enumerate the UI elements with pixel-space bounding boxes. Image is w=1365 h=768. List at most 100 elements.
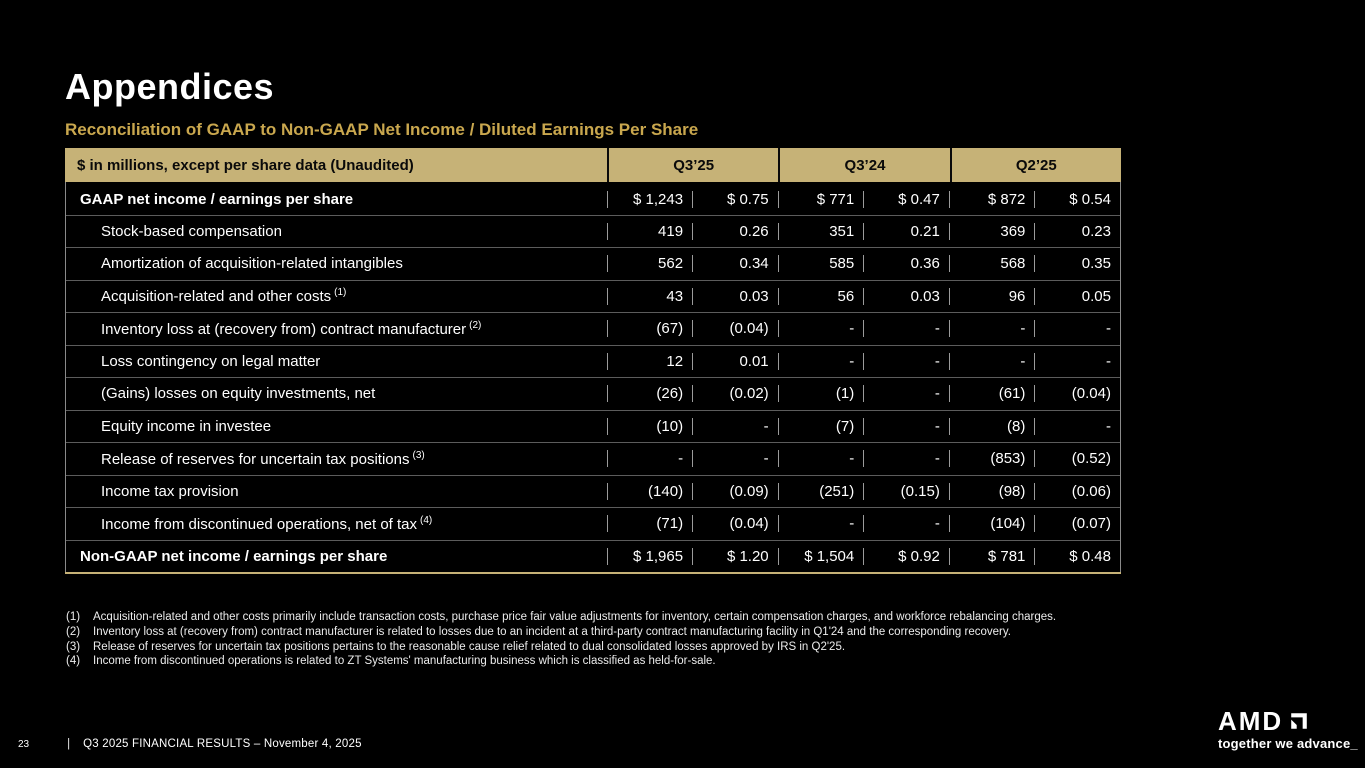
value-cell: (0.04) [692, 515, 778, 533]
row-label-text: (Gains) losses on equity investments, ne… [101, 385, 376, 403]
value-cell: - [1034, 352, 1120, 370]
value-cell: (67) [606, 320, 693, 338]
value-cell: $ 0.54 [1034, 190, 1120, 208]
value-cell: 0.23 [1034, 222, 1120, 240]
row-label-text: Non-GAAP net income / earnings per share [80, 547, 388, 565]
row-label: Release of reserves for uncertain tax po… [66, 450, 607, 468]
table-header-row: $ in millions, except per share data (Un… [65, 148, 1121, 182]
value-cell: - [1034, 417, 1120, 435]
page-number: 23 [18, 739, 30, 750]
value-cell: (0.04) [692, 320, 778, 338]
row-label: Income from discontinued operations, net… [66, 515, 607, 533]
value-cell: (71) [606, 515, 693, 533]
row-label-text: Amortization of acquisition-related inta… [101, 255, 403, 273]
value-cell: - [863, 417, 949, 435]
row-label: Equity income in investee [66, 418, 607, 435]
value-cell: $ 781 [948, 547, 1035, 565]
row-label: Amortization of acquisition-related inta… [66, 255, 607, 272]
value-cell: (26) [606, 385, 693, 403]
footnote-item: (4) Income from discontinued operations i… [66, 654, 1306, 669]
footnote-ref: (1) [334, 287, 347, 299]
value-cell: (1) [777, 385, 864, 403]
footnote-number: (2) [66, 625, 81, 638]
table-row: Acquisition-related and other costs (1) 43… [66, 279, 1120, 313]
value-cell: 56 [777, 287, 864, 305]
table-row: Income tax provision (140) (0.09) (251) (0.1… [66, 474, 1120, 508]
value-cell: (10) [606, 417, 693, 435]
value-cell: 562 [606, 255, 693, 273]
row-label-text: Loss contingency on legal matter [101, 352, 321, 370]
value-cell: (0.07) [1034, 515, 1120, 533]
value-cell: - [777, 352, 864, 370]
row-label-text: Acquisition-related and other costs [101, 288, 332, 306]
footnote-ref: (2) [469, 319, 482, 331]
table-row: Stock-based compensation 419 0.26 351 0.21 36… [66, 214, 1120, 248]
value-cell: - [863, 515, 949, 533]
footnote-item: (1) Acquisition-related and other costs p… [66, 610, 1306, 625]
footnote-text: Income from discontinued operations is r… [93, 655, 716, 668]
value-cell: (0.06) [1034, 482, 1120, 500]
value-cell: $ 872 [948, 190, 1035, 208]
row-label-text: Release of reserves for uncertain tax po… [101, 450, 410, 468]
value-cell: 43 [606, 287, 693, 305]
value-cell: (853) [948, 450, 1035, 468]
value-cell: $ 0.47 [863, 190, 949, 208]
value-cell: (0.15) [863, 482, 949, 500]
value-cell: 0.05 [1034, 287, 1120, 305]
amd-wordmark: AMD [1218, 706, 1284, 736]
value-cell: $ 0.92 [863, 547, 949, 565]
value-cell: (98) [948, 482, 1035, 500]
value-cell: $ 1,965 [606, 547, 693, 565]
row-label-text: Equity income in investee [101, 417, 272, 435]
footnote-ref: (4) [420, 514, 433, 526]
footnote-text: Acquisition-related and other costs prim… [93, 611, 1057, 623]
value-cell: $ 1,504 [777, 547, 864, 565]
amd-tagline: together we advance_ [1218, 736, 1358, 751]
value-cell: $ 0.48 [1034, 547, 1120, 565]
value-cell: - [777, 320, 864, 338]
value-cell: (140) [606, 482, 693, 500]
period-header-q2-25: Q2’25 [949, 148, 1121, 182]
table-row: Equity income in investee (10) - (7) - (8) - [66, 409, 1120, 443]
value-cell: 0.34 [692, 255, 778, 273]
footnote-number: (3) [66, 640, 81, 653]
footer: 23 | Q3 2025 FINANCIAL RESULTS – Novembe… [18, 738, 362, 750]
value-cell: - [777, 515, 864, 533]
value-cell: - [777, 450, 864, 468]
footnote-text: Inventory loss at (recovery from) contra… [93, 625, 1011, 638]
value-cell: (7) [777, 417, 864, 435]
value-cell: 0.03 [692, 287, 778, 305]
amd-logo-row: AMD [1218, 708, 1358, 734]
row-label: Inventory loss at (recovery from) contra… [66, 320, 607, 338]
row-label: Loss contingency on legal matter [66, 353, 607, 370]
table-body: GAAP net income / earnings per share $ 1,… [65, 182, 1121, 572]
table-row: Loss contingency on legal matter 12 0.01- -… [66, 344, 1120, 378]
value-cell: $ 771 [777, 190, 864, 208]
value-cell: (0.04) [1034, 385, 1120, 403]
footnote-number: (1) [66, 611, 81, 623]
row-label-text: Stock-based compensation [101, 222, 282, 240]
page-title: Appendices [65, 66, 275, 107]
value-cell: 12 [606, 352, 693, 370]
footnote-item: (3) Release of reserves for uncertain tax… [66, 640, 1306, 655]
period-header-q3-25: Q3’25 [607, 148, 778, 182]
row-label: GAAP net income / earnings per share [66, 191, 607, 208]
row-label: Income tax provision [66, 483, 607, 500]
value-cell: - [863, 385, 949, 403]
value-cell: - [948, 352, 1035, 370]
footnote-number: (4) [66, 655, 81, 668]
footnotes: (1) Acquisition-related and other costs p… [66, 610, 1306, 669]
value-cell: 0.01 [692, 352, 778, 370]
table-row: Income from discontinued operations, net… [66, 507, 1120, 540]
value-cell: - [606, 450, 693, 468]
row-label: Non-GAAP net income / earnings per share [66, 548, 607, 565]
table-row: Inventory loss at (recovery from) contra… [66, 312, 1120, 345]
value-cell: (104) [948, 515, 1035, 533]
value-cell: (0.09) [692, 482, 778, 500]
table-row: Non-GAAP net income / earnings per share… [66, 539, 1120, 573]
value-cell: - [863, 352, 949, 370]
footnote-ref: (3) [412, 449, 425, 461]
footnote-text: Release of reserves for uncertain tax po… [93, 640, 846, 653]
value-cell: 351 [777, 222, 864, 240]
